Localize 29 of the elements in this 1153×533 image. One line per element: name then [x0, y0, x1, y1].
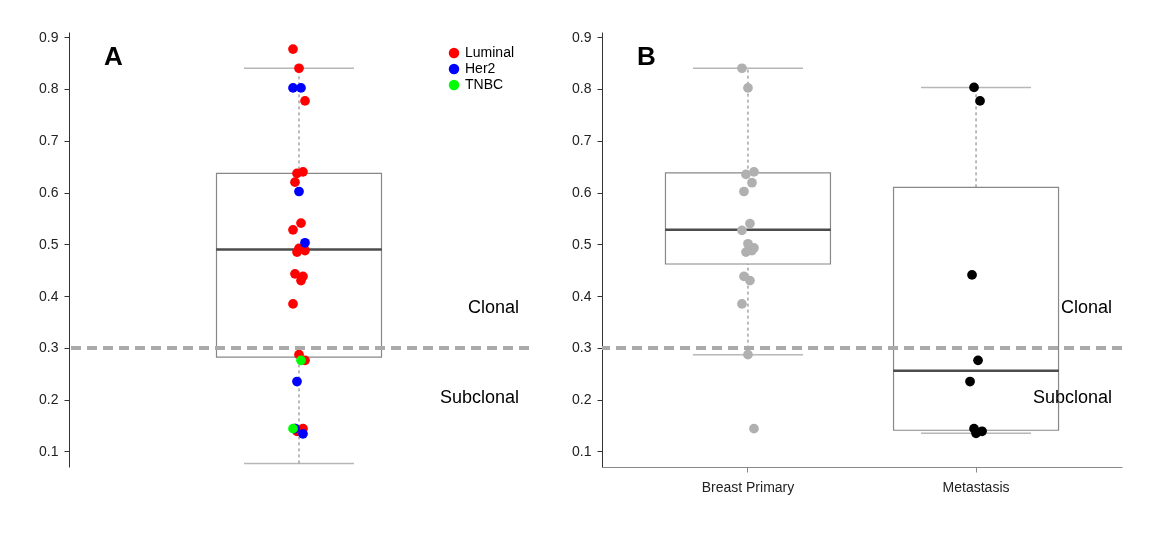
y-tick-label: 0.4	[572, 287, 592, 304]
y-tick-label: 0.6	[39, 184, 59, 201]
y-tick-label: 0.7	[39, 132, 59, 149]
y-tick-label: 0.2	[572, 391, 592, 408]
y-tick-label: 0.7	[572, 132, 592, 149]
y-tick-label: 0.1	[572, 442, 592, 459]
y-tick-label: 0.8	[39, 80, 59, 97]
annotation: A	[104, 41, 123, 71]
y-tick-label: 0.8	[572, 80, 592, 97]
annotation: B	[637, 41, 656, 71]
legend-label: Luminal	[465, 44, 515, 60]
x-tick-label: Breast Primary	[701, 478, 795, 495]
y-tick-label: 0.2	[39, 391, 59, 408]
legend-label: TNBC	[465, 76, 504, 92]
annotation: Subclonal	[439, 386, 519, 407]
annotation: Clonal	[467, 296, 519, 317]
y-tick-label: 0.9	[572, 28, 592, 45]
annotation: Clonal	[1060, 296, 1112, 317]
y-tick-label: 0.3	[39, 339, 59, 356]
y-tick-label: 0.5	[39, 235, 59, 252]
y-tick-label: 0.6	[572, 184, 592, 201]
y-tick-label: 0.1	[39, 442, 59, 459]
legend-label: Her2	[465, 60, 496, 76]
y-tick-label: 0.3	[572, 339, 592, 356]
y-tick-label: 0.9	[39, 28, 59, 45]
y-tick-label: 0.5	[572, 235, 592, 252]
y-tick-label: 0.4	[39, 287, 59, 304]
x-tick-label: Metastasis	[942, 478, 1010, 495]
annotation: Subclonal	[1032, 386, 1112, 407]
